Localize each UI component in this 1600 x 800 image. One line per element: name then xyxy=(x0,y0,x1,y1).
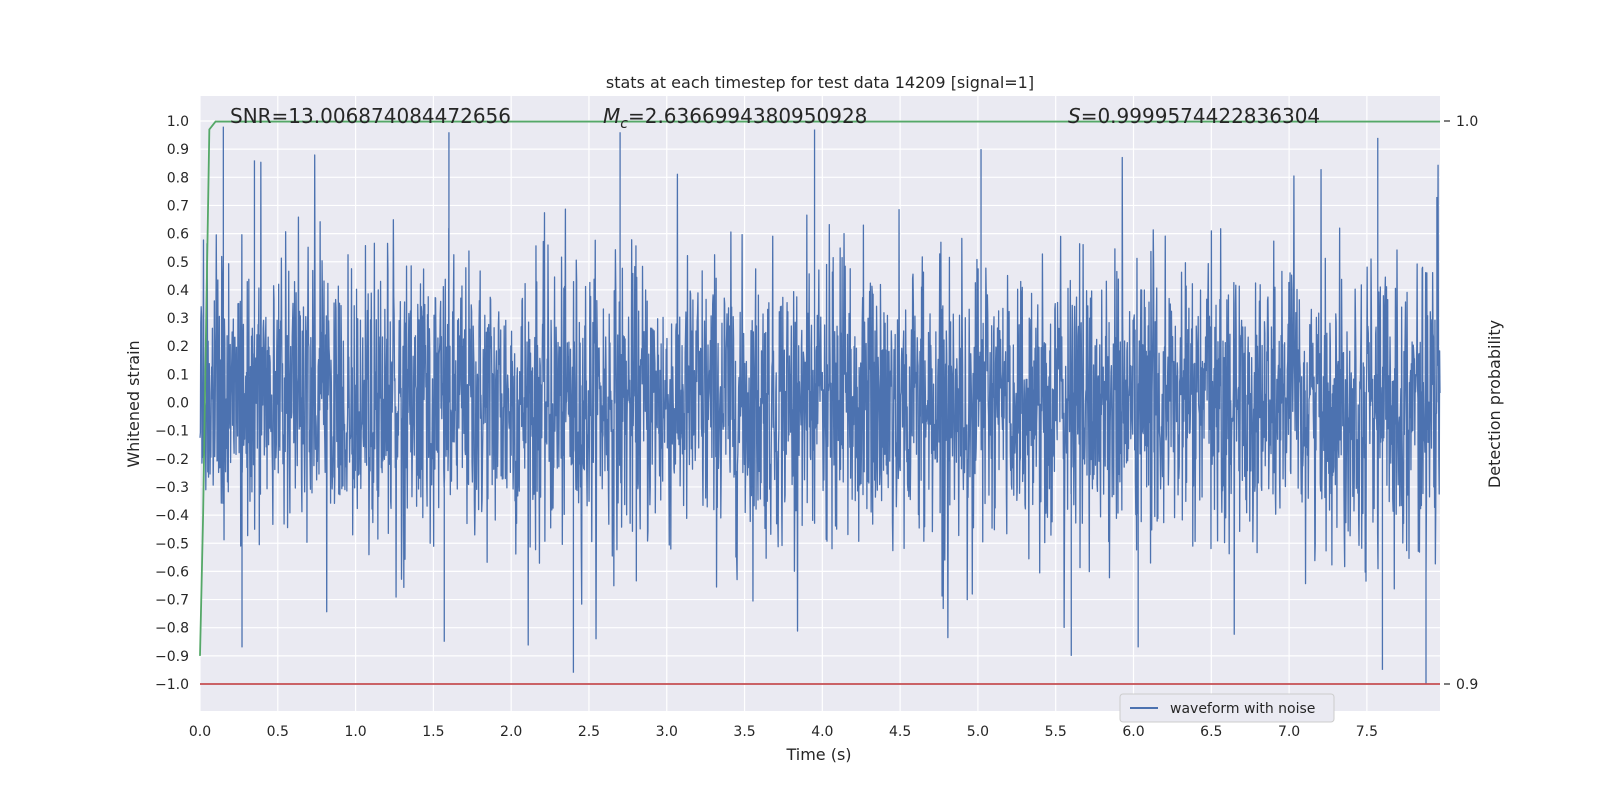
x-tick-label: 6.5 xyxy=(1200,724,1222,740)
detection-stat-annotation: S=0.9999574422836304 xyxy=(1068,104,1320,128)
y-tick-label: −0.6 xyxy=(155,564,189,580)
y2-tick-label: 1.0 xyxy=(1456,114,1478,130)
y-tick-label: 0.2 xyxy=(167,339,189,355)
y-tick-label: 0.9 xyxy=(167,142,189,158)
x-tick-label: 0.5 xyxy=(267,724,289,740)
mc-symbol: M xyxy=(603,104,620,128)
y-axis-ticks: 1.0 0.9 0.8 0.7 0.6 0.5 0.4 0.3 0.2 0.1 0.0 −0.1 −0.… xyxy=(155,114,189,693)
y-tick-label: −0.3 xyxy=(155,480,189,496)
x-tick-label: 4.0 xyxy=(811,724,833,740)
y-tick-label: 0.0 xyxy=(167,396,189,412)
x-tick-label: 7.5 xyxy=(1356,724,1378,740)
x-tick-label: 2.0 xyxy=(500,724,522,740)
mc-value: =2.6366994380950928 xyxy=(628,104,867,128)
x-tick-label: 1.5 xyxy=(422,724,444,740)
y-tick-label: −0.5 xyxy=(155,536,189,552)
y-tick-label: −0.4 xyxy=(155,508,189,524)
y-tick-label: 0.5 xyxy=(167,255,189,271)
waveform-line xyxy=(199,126,1441,684)
s-symbol: S xyxy=(1068,104,1081,128)
y-tick-label: −0.9 xyxy=(155,649,189,665)
legend-label: waveform with noise xyxy=(1170,701,1315,717)
y-tick-label: 0.8 xyxy=(167,170,189,186)
y-tick-label: 0.4 xyxy=(167,283,189,299)
y-tick-label: 0.6 xyxy=(167,227,189,243)
x-tick-label: 1.0 xyxy=(344,724,366,740)
y-tick-label: 0.3 xyxy=(167,311,189,327)
x-tick-label: 6.0 xyxy=(1122,724,1144,740)
y-tick-label: −0.2 xyxy=(155,452,189,468)
x-tick-label: 3.5 xyxy=(733,724,755,740)
y-tick-label: 0.7 xyxy=(167,198,189,214)
y-tick-label: 1.0 xyxy=(167,114,189,130)
x-tick-label: 7.0 xyxy=(1278,724,1300,740)
x-tick-label: 0.0 xyxy=(189,724,211,740)
y-tick-label: −1.0 xyxy=(155,677,189,693)
y-tick-label: 0.1 xyxy=(167,367,189,383)
x-tick-label: 5.0 xyxy=(967,724,989,740)
mc-subscript: c xyxy=(620,116,628,132)
legend: waveform with noise xyxy=(1119,693,1335,723)
chart-title: stats at each timestep for test data 142… xyxy=(606,73,1034,92)
y2-axis-label: Detection probability xyxy=(1485,320,1504,488)
s-value: =0.9999574422836304 xyxy=(1081,104,1320,128)
legend-box xyxy=(1119,693,1335,723)
x-axis-label: Time (s) xyxy=(785,745,851,764)
y-axis-label: Whitened strain xyxy=(124,340,143,467)
x-tick-label: 3.0 xyxy=(656,724,678,740)
y2-axis-ticks: 1.0 0.9 xyxy=(1444,114,1478,693)
y-tick-label: −0.8 xyxy=(155,621,189,637)
snr-annotation: SNR=13.006874084472656 xyxy=(230,104,511,128)
x-tick-label: 2.5 xyxy=(578,724,600,740)
probability-line xyxy=(199,120,1440,656)
y-tick-label: −0.1 xyxy=(155,424,189,440)
x-tick-label: 4.5 xyxy=(889,724,911,740)
probability-series xyxy=(199,120,1440,656)
x-axis-ticks: 0.0 0.5 1.0 1.5 2.0 2.5 3.0 3.5 4.0 4.5 5.0 5.5 6.0 6… xyxy=(189,724,1378,740)
y2-tick-label: 0.9 xyxy=(1456,677,1478,693)
x-tick-label: 5.5 xyxy=(1045,724,1067,740)
chirp-mass-annotation: Mc=2.6366994380950928 xyxy=(603,104,867,132)
waveform-series xyxy=(199,126,1441,684)
y-tick-label: −0.7 xyxy=(155,593,189,609)
